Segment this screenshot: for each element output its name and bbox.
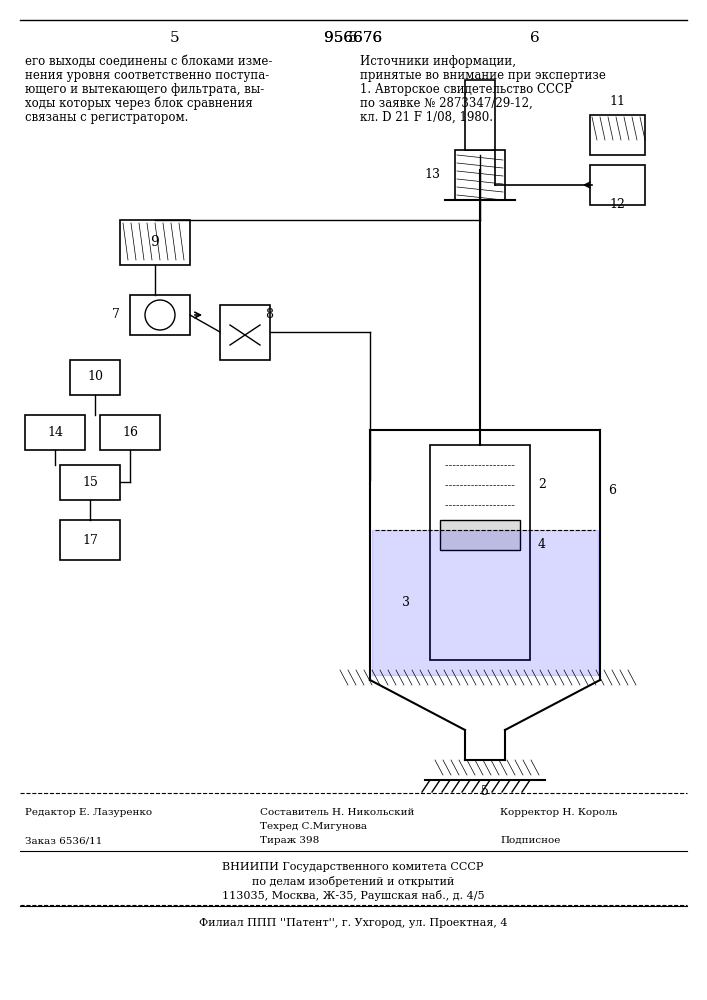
Bar — [465, 80, 495, 150]
Text: 6: 6 — [608, 484, 616, 496]
Text: ходы которых через блок сравнения: ходы которых через блок сравнения — [25, 97, 252, 110]
Text: 11: 11 — [609, 95, 625, 108]
Text: связаны с регистратором.: связаны с регистратором. — [25, 111, 188, 124]
Text: 15: 15 — [82, 476, 98, 488]
Text: принятые во внимание при экспертизе: принятые во внимание при экспертизе — [360, 69, 606, 82]
Text: нения уровня соответственно поступа-: нения уровня соответственно поступа- — [25, 69, 269, 82]
Bar — [455, 150, 505, 200]
Text: 4: 4 — [538, 538, 546, 552]
Text: 12: 12 — [609, 198, 625, 212]
Text: 3: 3 — [402, 595, 410, 608]
Bar — [100, 415, 160, 450]
Bar — [430, 445, 530, 660]
Text: 7: 7 — [112, 308, 120, 322]
Text: 14: 14 — [47, 426, 63, 438]
Bar — [70, 360, 120, 395]
Bar — [25, 415, 85, 450]
Text: 5: 5 — [170, 31, 180, 45]
Text: 13: 13 — [424, 168, 440, 182]
Text: 6: 6 — [530, 31, 540, 45]
Text: 1. Авторское свидетельство СССР: 1. Авторское свидетельство СССР — [360, 83, 572, 96]
Text: 9: 9 — [151, 235, 159, 249]
Text: Корректор Н. Король: Корректор Н. Король — [500, 808, 617, 817]
Text: Тираж 398: Тираж 398 — [260, 836, 320, 845]
Bar — [220, 305, 270, 360]
Text: 956676: 956676 — [324, 31, 382, 45]
Text: по делам изобретений и открытий: по делам изобретений и открытий — [252, 876, 454, 887]
Text: 17: 17 — [82, 534, 98, 546]
Text: ВНИИПИ Государственного комитета СССР: ВНИИПИ Государственного комитета СССР — [222, 862, 484, 872]
Text: 5: 5 — [348, 31, 358, 45]
Text: кл. D 21 F 1/08, 1980.: кл. D 21 F 1/08, 1980. — [360, 111, 493, 124]
Bar — [590, 165, 645, 205]
Text: Источники информации,: Источники информации, — [360, 55, 516, 68]
Bar — [130, 295, 190, 335]
Text: Составитель Н. Никольский: Составитель Н. Никольский — [260, 808, 414, 817]
Bar — [60, 465, 120, 500]
Bar — [440, 520, 520, 550]
Text: Подписное: Подписное — [500, 836, 561, 845]
Text: Техред С.Мигунова: Техред С.Мигунова — [260, 822, 367, 831]
Text: 956676: 956676 — [324, 31, 382, 45]
Text: 2: 2 — [538, 479, 546, 491]
Text: его выходы соединены с блоками изме-: его выходы соединены с блоками изме- — [25, 55, 272, 68]
Bar — [590, 115, 645, 155]
Text: Редактор Е. Лазуренко: Редактор Е. Лазуренко — [25, 808, 152, 817]
Text: Заказ 6536/11: Заказ 6536/11 — [25, 836, 103, 845]
Text: 113035, Москва, Ж-35, Раушская наб., д. 4/5: 113035, Москва, Ж-35, Раушская наб., д. … — [222, 890, 484, 901]
Text: ющего и вытекающего фильтрата, вы-: ющего и вытекающего фильтрата, вы- — [25, 83, 264, 96]
Bar — [120, 220, 190, 265]
Text: 8: 8 — [265, 308, 273, 322]
Text: 10: 10 — [87, 370, 103, 383]
Text: 16: 16 — [122, 426, 138, 438]
Text: Филиал ППП ''Патент'', г. Ухгород, ул. Проектная, 4: Филиал ППП ''Патент'', г. Ухгород, ул. П… — [199, 918, 507, 928]
Text: 5: 5 — [481, 785, 489, 798]
Bar — [60, 520, 120, 560]
Text: по заявке № 2873347/29-12,: по заявке № 2873347/29-12, — [360, 97, 533, 110]
